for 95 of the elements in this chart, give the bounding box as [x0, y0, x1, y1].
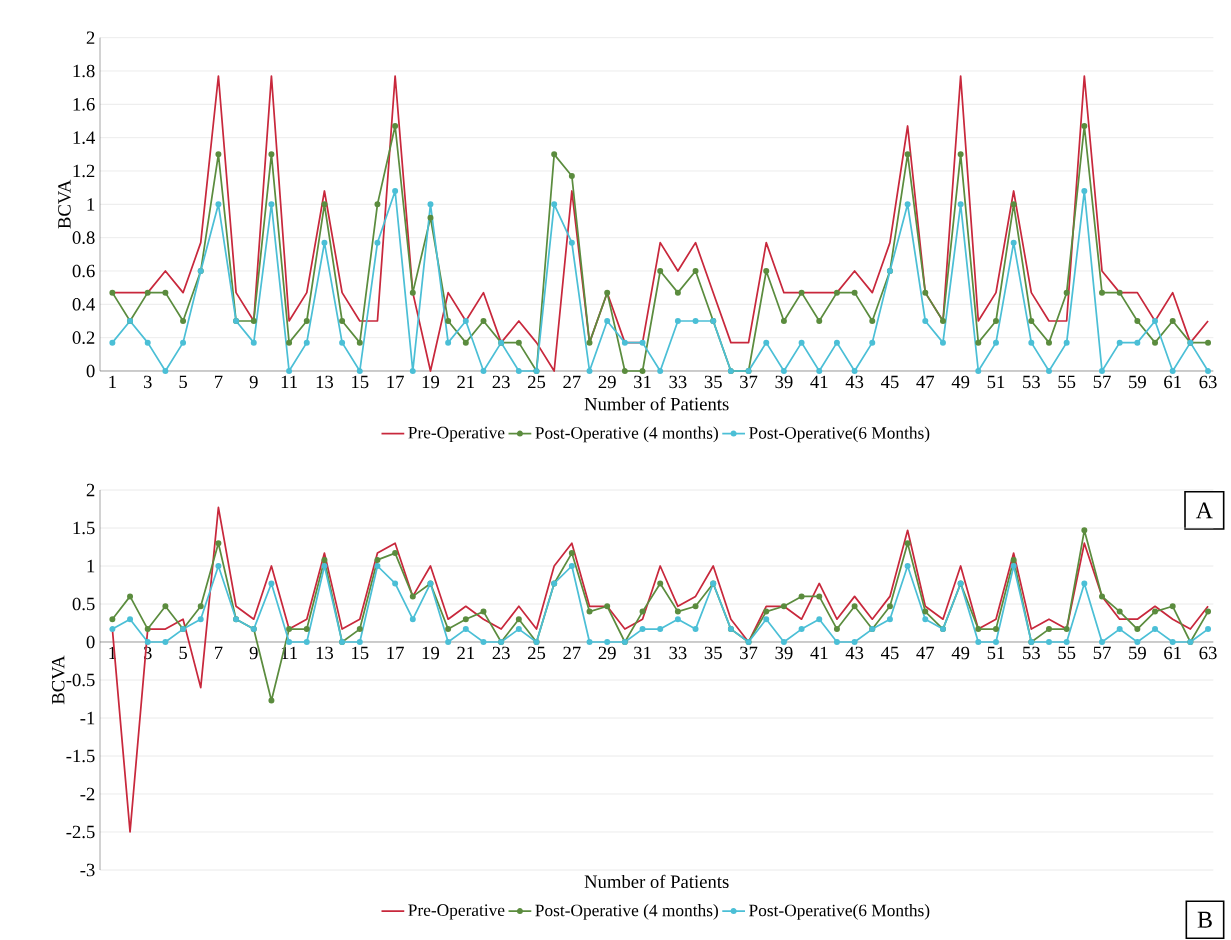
- x-tick-label: 57: [1093, 646, 1111, 660]
- x-tick-label: 35: [704, 646, 722, 660]
- y-tick-label: 0.2: [72, 331, 95, 345]
- x-tick-label: 25: [527, 646, 546, 660]
- x-tick-label: 19: [422, 646, 440, 660]
- x-tick-label: 45: [880, 646, 899, 660]
- x-tick-label: 61: [1164, 646, 1181, 660]
- x-tick-label: 19: [422, 375, 440, 389]
- y-tick-label: 0: [86, 364, 95, 378]
- x-tick-label: 29: [598, 646, 616, 660]
- legend-label: Post-Operative(6 Months): [749, 426, 930, 443]
- x-tick-label: 17: [387, 375, 404, 389]
- y-tick-label: 1.6: [73, 98, 95, 111]
- x-axis-title: Number of Patients: [584, 874, 729, 889]
- legend-label: Post-Operative(6 Months): [749, 904, 930, 920]
- x-tick-label: 25: [527, 375, 546, 389]
- y-tick-label: 1.4: [73, 131, 96, 144]
- text: B: [1197, 911, 1212, 928]
- x-tick-label: 27: [563, 646, 581, 660]
- x-tick-label: 59: [1129, 375, 1146, 389]
- y-tick-label: 1.8: [73, 64, 95, 78]
- y-tick-label: -3: [80, 863, 95, 877]
- x-tick-label: 21: [457, 646, 475, 660]
- y-tick-label: 2: [86, 31, 95, 44]
- x-tick-label: 5: [179, 375, 188, 389]
- legend-label: Post-Operative (4 months): [535, 426, 718, 443]
- x-tick-label: 13: [316, 375, 334, 389]
- y-tick-label: -1.5: [66, 749, 95, 763]
- y-tick-label: 0.6: [72, 264, 95, 278]
- x-tick-label: 37: [740, 646, 758, 660]
- x-tick-label: 59: [1129, 646, 1146, 660]
- y-tick-label: 1.2: [73, 164, 95, 178]
- annotation: A: [1195, 502, 1213, 519]
- x-tick-label: 39: [775, 375, 793, 389]
- x-tick-label: 39: [775, 646, 793, 660]
- x-tick-label: 49: [951, 375, 970, 389]
- x-tick-label: 51: [987, 646, 1005, 660]
- x-tick-label: 3: [143, 375, 152, 389]
- x-tick-label: 17: [387, 646, 404, 660]
- x-tick-label: 55: [1058, 646, 1076, 660]
- x-tick-label: 27: [563, 375, 581, 389]
- y-axis-title: BCVA: [58, 179, 71, 229]
- y-tick-label: 0.8: [72, 231, 95, 245]
- x-tick-label: 49: [951, 646, 970, 660]
- x-tick-label: 7: [214, 646, 223, 659]
- x-tick-label: 41: [810, 375, 828, 389]
- y-tick-label: -0.5: [66, 673, 95, 687]
- y-axis-title: BCVA: [51, 655, 65, 705]
- x-tick-label: 9: [249, 646, 258, 660]
- x-tick-label: 43: [845, 646, 864, 660]
- y-tick-label: -2.5: [66, 825, 95, 839]
- y-tick-label: 1: [87, 198, 95, 211]
- x-tick-label: 35: [704, 375, 722, 389]
- x-tick-label: 63: [1199, 375, 1217, 389]
- y-tick-label: 0.4: [72, 297, 96, 311]
- legend-label: Pre-Operative: [408, 904, 505, 920]
- x-tick-label: 23: [492, 646, 510, 660]
- y-tick-label: -2: [80, 787, 95, 801]
- x-tick-label: 21: [457, 375, 475, 389]
- x-tick-label: 7: [214, 375, 223, 388]
- x-tick-label: 15: [352, 375, 369, 389]
- x-tick-label: 53: [1023, 646, 1040, 660]
- y-tick-label: 1: [87, 559, 95, 573]
- y-tick-label: 0.5: [72, 597, 95, 611]
- x-tick-label: 57: [1093, 375, 1111, 389]
- x-tick-label: 45: [880, 375, 899, 389]
- x-tick-label: 31: [634, 375, 651, 389]
- x-tick-label: 33: [669, 646, 687, 660]
- x-tick-label: 11: [281, 375, 297, 389]
- x-tick-label: 51: [987, 375, 1005, 389]
- legend-label: Pre-Operative: [408, 426, 505, 443]
- y-tick-label: -1: [80, 711, 95, 725]
- x-tick-label: 13: [316, 646, 334, 660]
- x-tick-label: 61: [1164, 375, 1181, 389]
- x-tick-label: 5: [179, 646, 188, 660]
- y-tick-label: 0: [86, 635, 95, 649]
- y-tick-label: 2: [86, 483, 95, 497]
- x-tick-label: 9: [249, 375, 258, 389]
- x-tick-label: 47: [916, 646, 935, 659]
- x-tick-label: 33: [669, 375, 687, 389]
- x-axis-title: Number of Patients: [584, 397, 729, 411]
- x-tick-label: 1: [109, 375, 116, 389]
- x-tick-label: 31: [634, 646, 651, 660]
- x-tick-label: 37: [740, 375, 758, 389]
- x-tick-label: 43: [845, 375, 864, 389]
- x-tick-label: 55: [1058, 375, 1076, 389]
- x-tick-label: 47: [916, 375, 935, 388]
- x-tick-label: 41: [810, 646, 828, 660]
- x-tick-label: 53: [1023, 375, 1040, 389]
- legend-label: Post-Operative (4 months): [535, 904, 718, 920]
- x-tick-label: 15: [352, 646, 369, 660]
- x-tick-label: 29: [598, 375, 616, 389]
- y-tick-label: 1.5: [73, 521, 95, 535]
- x-tick-label: 63: [1199, 646, 1217, 660]
- x-tick-label: 23: [492, 375, 510, 389]
